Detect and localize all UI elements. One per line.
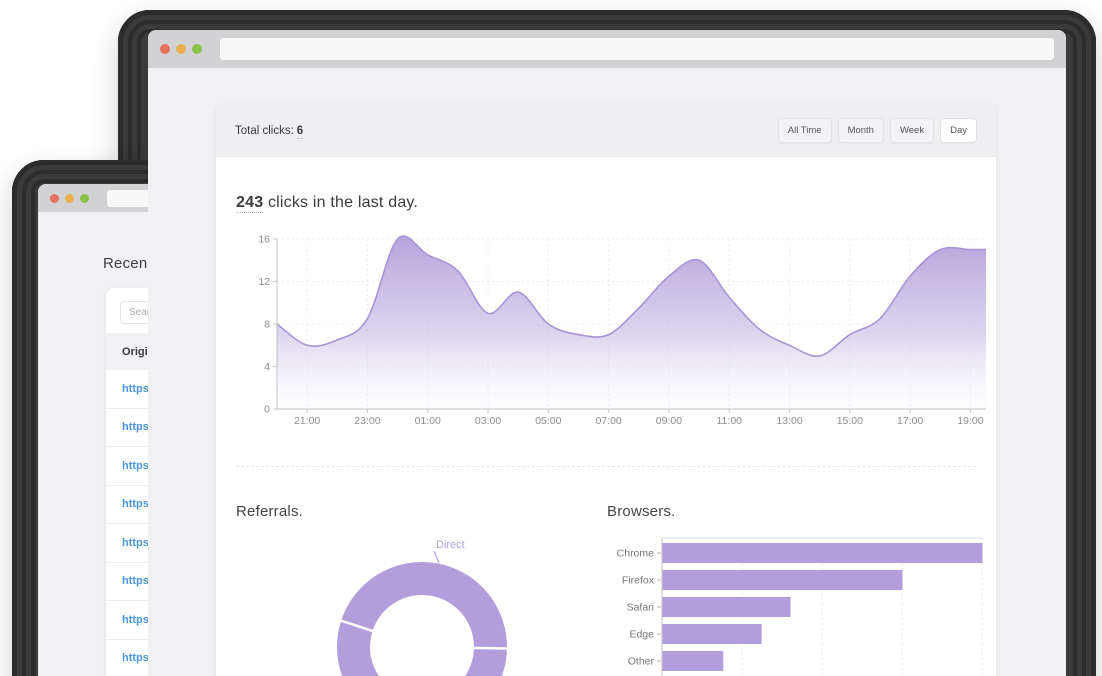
svg-text:0: 0 — [264, 404, 270, 416]
link-url[interactable]: https: — [122, 575, 153, 588]
zoom-button[interactable] — [192, 44, 202, 54]
filter-week-button[interactable]: Week — [889, 118, 935, 143]
link-url[interactable]: https: — [122, 613, 153, 626]
svg-text:01:00: 01:00 — [415, 415, 441, 427]
stats-bar: Total clicks: 6 All Time Month Week Day — [216, 105, 996, 157]
analytics-card: Total clicks: 6 All Time Month Week Day 2… — [216, 105, 996, 676]
clicks-headline-text: clicks in the last day. — [263, 194, 419, 211]
svg-text:4: 4 — [264, 361, 270, 373]
svg-text:17:00: 17:00 — [897, 415, 923, 427]
svg-text:Edge: Edge — [629, 629, 654, 641]
time-filter-group: All Time Month Week Day — [777, 118, 977, 143]
browsers-bar-chart: Chrome Firefox Safari Edge Other — [617, 537, 983, 676]
link-url[interactable]: https: — [122, 382, 153, 395]
clicks-count: 243 — [236, 194, 264, 213]
address-bar[interactable] — [220, 38, 1054, 60]
clicks-area-chart: 0 4 8 12 16 21:00 23:00 01:00 03:00 05:00 07:00 09:… — [258, 234, 986, 427]
table-header-original-url: Origi — [122, 345, 148, 358]
total-clicks-label: Total clicks: — [235, 124, 294, 137]
browsers-title: Browsers. — [607, 503, 676, 520]
svg-text:19:00: 19:00 — [957, 415, 983, 427]
svg-text:23:00: 23:00 — [354, 415, 380, 427]
referrals-donut-chart: Direct — [337, 539, 510, 676]
front-titlebar — [148, 30, 1066, 68]
recent-links-heading: Recen — [103, 255, 148, 272]
link-url[interactable]: https: — [122, 536, 153, 549]
front-browser-window: Total clicks: 6 All Time Month Week Day 2… — [148, 30, 1066, 676]
link-url[interactable]: https: — [122, 652, 153, 665]
svg-text:21:00: 21:00 — [294, 415, 320, 427]
section-divider — [236, 466, 976, 467]
svg-text:09:00: 09:00 — [656, 415, 682, 427]
svg-text:12: 12 — [258, 276, 270, 288]
svg-text:Safari: Safari — [627, 602, 654, 614]
minimize-button[interactable] — [65, 193, 74, 203]
svg-text:11:00: 11:00 — [717, 415, 743, 427]
svg-text:Firefox: Firefox — [622, 575, 655, 587]
filter-month-button[interactable]: Month — [837, 118, 884, 143]
clicks-headline: 243 clicks in the last day. — [236, 194, 419, 213]
zoom-button[interactable] — [80, 193, 89, 203]
close-button[interactable] — [50, 193, 59, 203]
table-row[interactable]: https: — [106, 640, 526, 676]
total-clicks: Total clicks: 6 — [235, 124, 304, 139]
referrals-title: Referrals. — [236, 503, 304, 520]
filter-day-button[interactable]: Day — [940, 118, 977, 143]
close-button[interactable] — [160, 44, 170, 54]
svg-text:03:00: 03:00 — [475, 415, 501, 427]
svg-text:Other: Other — [628, 656, 655, 668]
svg-text:8: 8 — [264, 319, 270, 331]
svg-text:07:00: 07:00 — [596, 415, 622, 427]
filter-all-time-button[interactable]: All Time — [777, 118, 832, 143]
svg-text:Direct: Direct — [436, 539, 465, 551]
svg-text:15:00: 15:00 — [837, 415, 863, 427]
link-url[interactable]: https: — [122, 421, 153, 434]
total-clicks-value: 6 — [296, 124, 304, 139]
svg-text:05:00: 05:00 — [535, 415, 561, 427]
link-url[interactable]: https: — [122, 498, 153, 511]
svg-text:Chrome: Chrome — [617, 548, 655, 560]
link-url[interactable]: https: — [122, 459, 153, 472]
minimize-button[interactable] — [176, 44, 186, 54]
svg-text:13:00: 13:00 — [776, 415, 802, 427]
svg-text:16: 16 — [258, 234, 270, 246]
